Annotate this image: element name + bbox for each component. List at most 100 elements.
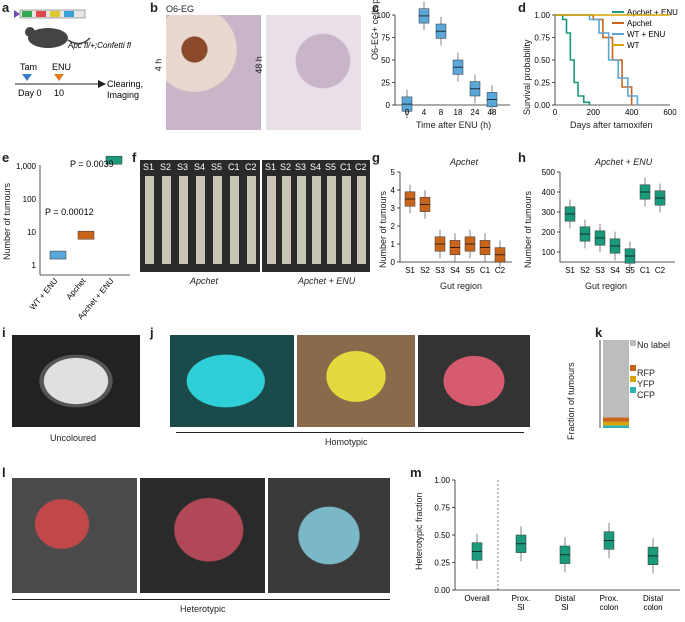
gut-strip — [267, 176, 276, 264]
day0-label: Day 0 — [18, 88, 42, 98]
panel-label-d: d — [518, 0, 526, 15]
lane-label: S3 — [295, 162, 307, 172]
c-xtick-label: 4 — [422, 108, 427, 117]
k-bar-segment — [603, 417, 629, 422]
lane-label: S4 — [310, 162, 322, 172]
g-xtick-label: S2 — [420, 266, 430, 275]
gut-strip — [247, 176, 256, 264]
k-legend-yfp: YFP — [637, 379, 655, 389]
k-legend-swatch — [630, 365, 636, 371]
f-caption-2: Apchet + ENU — [298, 276, 356, 286]
heterotypic-image-1 — [12, 478, 137, 593]
panel-label-i: i — [2, 325, 6, 340]
d-xtick-label: 600 — [663, 108, 677, 117]
lane-label: C1 — [228, 162, 240, 172]
d-series-line — [555, 14, 633, 105]
h-ytick-label: 300 — [542, 208, 556, 217]
h-xtick-label: C2 — [655, 266, 666, 275]
panel-label-b: b — [150, 0, 158, 15]
gut-strip — [297, 176, 306, 264]
rfp-tumour-image — [418, 335, 530, 427]
m-xtick-label: colon — [643, 603, 662, 612]
h-xtick-label: S4 — [610, 266, 620, 275]
heterotypic-image-2 — [140, 478, 265, 593]
panel-label-h: h — [518, 150, 526, 165]
g-xtick-label: S4 — [450, 266, 460, 275]
k-legend-nolabel: No label — [637, 340, 671, 350]
h-xlabel: Gut region — [585, 281, 628, 291]
g-ytick-label: 5 — [391, 168, 396, 177]
m-ytick-label: 1.00 — [434, 476, 450, 485]
d-xlabel: Days after tamoxifen — [570, 120, 653, 130]
tam-label: Tam — [20, 62, 37, 72]
yfp-tumour-image — [297, 335, 415, 427]
g-xtick-label: C2 — [495, 266, 506, 275]
e-pvalue-1: P = 0.0039 — [70, 159, 114, 169]
lane-label: S1 — [143, 162, 155, 172]
c-xtick-label: 18 — [454, 108, 463, 117]
gut-strip — [179, 176, 188, 264]
lane-label: S2 — [160, 162, 172, 172]
m-xtick-label: SI — [517, 603, 525, 612]
g-ytick-label: 1 — [391, 240, 396, 249]
g-ytick-label: 3 — [391, 204, 396, 213]
heterotypic-bracket — [12, 599, 390, 600]
c-xtick-label: 0 — [405, 108, 410, 117]
m-ytick-label: 0.00 — [434, 586, 450, 595]
c-xlabel: Time after ENU (h) — [416, 120, 492, 130]
k-ylabel: Fraction of tumours — [566, 362, 576, 440]
k-legend-rfp: RFP — [637, 368, 655, 378]
lane-label: S3 — [177, 162, 189, 172]
c-ylabel: O6-EG+ cells per crypt (%) — [370, 0, 380, 60]
homotypic-bracket — [176, 432, 524, 433]
c-xtick-label: 24 — [471, 108, 480, 117]
g-title: Apchet — [450, 157, 479, 167]
panel-label-c: c — [372, 0, 380, 15]
h-xtick-label: S5 — [625, 266, 635, 275]
d-xtick-label: 200 — [587, 108, 601, 117]
cfp-tumour-image — [170, 335, 294, 427]
mouse-genotype: Apc fl/+;Confetti fl — [67, 41, 131, 50]
m-xtick-label: Overall — [464, 594, 490, 603]
m-xtick-label: Prox. — [512, 594, 531, 603]
panel-label-j: j — [150, 325, 154, 340]
d-legend-label: WT — [627, 41, 640, 50]
gut-strip — [342, 176, 351, 264]
enu-label: ENU — [52, 62, 71, 72]
m-ytick-label: 0.25 — [434, 559, 450, 568]
g-ytick-label: 4 — [391, 186, 396, 195]
gut-strip — [213, 176, 222, 264]
d-legend-label: Apchet + ENU — [627, 8, 678, 17]
d-ylabel: Survival probability — [522, 39, 532, 115]
k-bar-segment — [603, 340, 629, 418]
g-ytick-label: 2 — [391, 222, 396, 231]
m-ytick-label: 0.75 — [434, 504, 450, 513]
h-title: Apchet + ENU — [595, 157, 653, 167]
c-ytick-label: 25 — [381, 79, 390, 88]
d-ytick-label: 0.50 — [534, 56, 550, 65]
heterotypic-image-3 — [268, 478, 390, 593]
g-ylabel: Number of tumours — [378, 190, 388, 268]
gut-strip — [230, 176, 239, 264]
imaging-label: Imaging — [107, 90, 139, 100]
g-xtick-label: S3 — [435, 266, 445, 275]
c-ytick-label: 0 — [386, 101, 391, 110]
stain-image-4h — [166, 15, 261, 130]
m-xtick-label: Distal — [555, 594, 575, 603]
e-xtick-label: WT + ENU — [28, 276, 60, 311]
lane-label: S5 — [211, 162, 223, 172]
panel-label-l: l — [2, 465, 6, 480]
lane-label: S1 — [265, 162, 277, 172]
heterotypic-caption: Heterotypic — [180, 604, 226, 614]
uncoloured-caption: Uncoloured — [50, 433, 97, 443]
d-ytick-label: 0.75 — [534, 34, 550, 43]
panel-label-m: m — [410, 465, 422, 480]
stain-image-48h — [266, 15, 361, 130]
k-bar-segment — [603, 421, 629, 426]
panel-label-k: k — [595, 325, 603, 340]
stain-label: O6-EG — [166, 4, 195, 14]
d-series-line — [555, 14, 591, 105]
m-xtick-label: Distal — [643, 594, 663, 603]
day10-label: 10 — [54, 88, 64, 98]
m-xtick-label: colon — [599, 603, 618, 612]
